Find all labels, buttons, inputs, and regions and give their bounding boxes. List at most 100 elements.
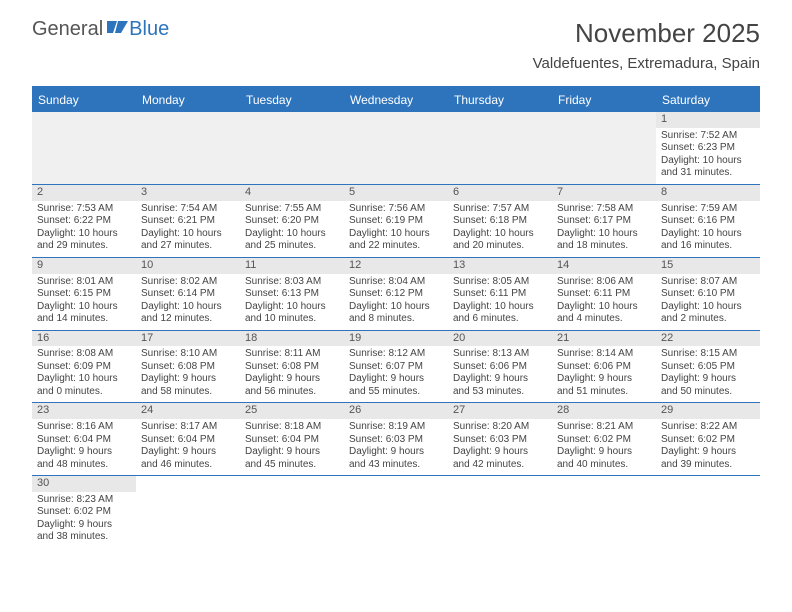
day-cell: 3Sunrise: 7:54 AMSunset: 6:21 PMDaylight…	[136, 185, 240, 257]
empty-cell	[552, 476, 656, 548]
sunrise-text: Sunrise: 7:55 AM	[245, 203, 339, 216]
empty-cell	[136, 112, 240, 184]
dl1-text: Daylight: 9 hours	[453, 373, 547, 386]
day-cell: 21Sunrise: 8:14 AMSunset: 6:06 PMDayligh…	[552, 331, 656, 403]
sunset-text: Sunset: 6:06 PM	[557, 361, 651, 374]
day-cell: 15Sunrise: 8:07 AMSunset: 6:10 PMDayligh…	[656, 258, 760, 330]
dl1-text: Daylight: 10 hours	[245, 301, 339, 314]
day-number: 3	[136, 185, 240, 201]
dl1-text: Daylight: 10 hours	[349, 301, 443, 314]
dl1-text: Daylight: 9 hours	[661, 446, 755, 459]
dl2-text: and 14 minutes.	[37, 313, 131, 326]
sunrise-text: Sunrise: 8:11 AM	[245, 348, 339, 361]
day-cell: 14Sunrise: 8:06 AMSunset: 6:11 PMDayligh…	[552, 258, 656, 330]
dl2-text: and 56 minutes.	[245, 386, 339, 399]
dl1-text: Daylight: 10 hours	[37, 228, 131, 241]
day-cell: 17Sunrise: 8:10 AMSunset: 6:08 PMDayligh…	[136, 331, 240, 403]
dl1-text: Daylight: 10 hours	[661, 228, 755, 241]
dl2-text: and 39 minutes.	[661, 459, 755, 472]
sunset-text: Sunset: 6:02 PM	[37, 506, 131, 519]
sunrise-text: Sunrise: 8:07 AM	[661, 276, 755, 289]
day-cell: 26Sunrise: 8:19 AMSunset: 6:03 PMDayligh…	[344, 403, 448, 475]
dl2-text: and 58 minutes.	[141, 386, 235, 399]
day-number: 11	[240, 258, 344, 274]
sunrise-text: Sunrise: 7:52 AM	[661, 130, 755, 143]
sunrise-text: Sunrise: 8:16 AM	[37, 421, 131, 434]
sunrise-text: Sunrise: 8:14 AM	[557, 348, 651, 361]
weeks-container: 1Sunrise: 7:52 AMSunset: 6:23 PMDaylight…	[32, 112, 760, 548]
dl2-text: and 48 minutes.	[37, 459, 131, 472]
logo-text-1: General	[32, 18, 103, 41]
dl2-text: and 53 minutes.	[453, 386, 547, 399]
dl2-text: and 10 minutes.	[245, 313, 339, 326]
dl2-text: and 20 minutes.	[453, 240, 547, 253]
day-cell: 6Sunrise: 7:57 AMSunset: 6:18 PMDaylight…	[448, 185, 552, 257]
sunrise-text: Sunrise: 8:10 AM	[141, 348, 235, 361]
day-cell: 19Sunrise: 8:12 AMSunset: 6:07 PMDayligh…	[344, 331, 448, 403]
day-header: Tuesday	[240, 88, 344, 112]
day-number: 24	[136, 403, 240, 419]
day-cell: 25Sunrise: 8:18 AMSunset: 6:04 PMDayligh…	[240, 403, 344, 475]
empty-cell	[448, 476, 552, 548]
sunrise-text: Sunrise: 8:08 AM	[37, 348, 131, 361]
sunrise-text: Sunrise: 7:58 AM	[557, 203, 651, 216]
day-cell: 18Sunrise: 8:11 AMSunset: 6:08 PMDayligh…	[240, 331, 344, 403]
sunrise-text: Sunrise: 7:57 AM	[453, 203, 547, 216]
dl2-text: and 27 minutes.	[141, 240, 235, 253]
empty-cell	[240, 112, 344, 184]
day-number: 6	[448, 185, 552, 201]
sunrise-text: Sunrise: 8:23 AM	[37, 494, 131, 507]
title-block: November 2025 Valdefuentes, Extremadura,…	[533, 18, 760, 72]
day-number: 8	[656, 185, 760, 201]
day-number: 1	[656, 112, 760, 128]
day-cell: 4Sunrise: 7:55 AMSunset: 6:20 PMDaylight…	[240, 185, 344, 257]
empty-cell	[656, 476, 760, 548]
day-cell: 20Sunrise: 8:13 AMSunset: 6:06 PMDayligh…	[448, 331, 552, 403]
dl1-text: Daylight: 9 hours	[349, 373, 443, 386]
sunset-text: Sunset: 6:08 PM	[245, 361, 339, 374]
day-number: 5	[344, 185, 448, 201]
dl2-text: and 6 minutes.	[453, 313, 547, 326]
dl2-text: and 0 minutes.	[37, 386, 131, 399]
day-header: Monday	[136, 88, 240, 112]
header: General Blue November 2025 Valdefuentes,…	[0, 0, 792, 80]
sunset-text: Sunset: 6:07 PM	[349, 361, 443, 374]
sunrise-text: Sunrise: 8:17 AM	[141, 421, 235, 434]
day-number: 15	[656, 258, 760, 274]
day-cell: 24Sunrise: 8:17 AMSunset: 6:04 PMDayligh…	[136, 403, 240, 475]
day-cell: 30Sunrise: 8:23 AMSunset: 6:02 PMDayligh…	[32, 476, 136, 548]
dl1-text: Daylight: 10 hours	[37, 373, 131, 386]
day-number: 12	[344, 258, 448, 274]
sunset-text: Sunset: 6:04 PM	[245, 434, 339, 447]
dl1-text: Daylight: 9 hours	[141, 373, 235, 386]
dl1-text: Daylight: 9 hours	[245, 446, 339, 459]
dl2-text: and 43 minutes.	[349, 459, 443, 472]
day-number: 14	[552, 258, 656, 274]
day-number: 2	[32, 185, 136, 201]
sunrise-text: Sunrise: 7:53 AM	[37, 203, 131, 216]
sunrise-text: Sunrise: 8:06 AM	[557, 276, 651, 289]
empty-cell	[240, 476, 344, 548]
sunset-text: Sunset: 6:14 PM	[141, 288, 235, 301]
day-number: 20	[448, 331, 552, 347]
empty-cell	[344, 476, 448, 548]
dl2-text: and 40 minutes.	[557, 459, 651, 472]
sunset-text: Sunset: 6:02 PM	[557, 434, 651, 447]
empty-cell	[448, 112, 552, 184]
sunrise-text: Sunrise: 8:01 AM	[37, 276, 131, 289]
sunset-text: Sunset: 6:09 PM	[37, 361, 131, 374]
day-cell: 7Sunrise: 7:58 AMSunset: 6:17 PMDaylight…	[552, 185, 656, 257]
sunrise-text: Sunrise: 8:04 AM	[349, 276, 443, 289]
logo-text-2: Blue	[129, 18, 169, 41]
day-number: 22	[656, 331, 760, 347]
dl2-text: and 38 minutes.	[37, 531, 131, 544]
day-number: 18	[240, 331, 344, 347]
day-cell: 9Sunrise: 8:01 AMSunset: 6:15 PMDaylight…	[32, 258, 136, 330]
day-cell: 10Sunrise: 8:02 AMSunset: 6:14 PMDayligh…	[136, 258, 240, 330]
dl1-text: Daylight: 10 hours	[453, 228, 547, 241]
dl1-text: Daylight: 9 hours	[557, 373, 651, 386]
dl2-text: and 42 minutes.	[453, 459, 547, 472]
sunset-text: Sunset: 6:16 PM	[661, 215, 755, 228]
sunrise-text: Sunrise: 8:20 AM	[453, 421, 547, 434]
logo: General Blue	[32, 18, 169, 41]
